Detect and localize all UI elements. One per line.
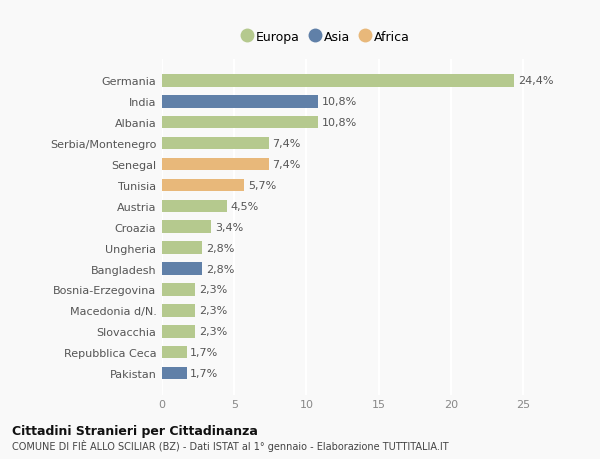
Text: 2,8%: 2,8% <box>206 264 235 274</box>
Bar <box>162 304 195 317</box>
Text: 7,4%: 7,4% <box>272 160 301 170</box>
Bar <box>162 200 227 213</box>
Bar <box>162 325 195 338</box>
Bar <box>162 242 202 254</box>
Bar <box>162 138 269 150</box>
Text: Cittadini Stranieri per Cittadinanza: Cittadini Stranieri per Cittadinanza <box>12 424 258 437</box>
Text: 7,4%: 7,4% <box>272 139 301 149</box>
Text: COMUNE DI FIÈ ALLO SCILIAR (BZ) - Dati ISTAT al 1° gennaio - Elaborazione TUTTIT: COMUNE DI FIÈ ALLO SCILIAR (BZ) - Dati I… <box>12 439 449 451</box>
Text: 2,8%: 2,8% <box>206 243 235 253</box>
Text: 24,4%: 24,4% <box>518 76 554 86</box>
Bar <box>162 117 318 129</box>
Bar <box>162 158 269 171</box>
Bar <box>162 367 187 380</box>
Bar <box>162 75 514 87</box>
Legend: Europa, Asia, Africa: Europa, Asia, Africa <box>237 26 415 49</box>
Bar <box>162 263 202 275</box>
Text: 2,3%: 2,3% <box>199 285 227 295</box>
Bar <box>162 96 318 108</box>
Text: 10,8%: 10,8% <box>322 118 357 128</box>
Bar <box>162 284 195 296</box>
Text: 5,7%: 5,7% <box>248 180 276 190</box>
Text: 4,5%: 4,5% <box>230 202 259 211</box>
Text: 2,3%: 2,3% <box>199 326 227 336</box>
Bar <box>162 346 187 358</box>
Bar <box>162 179 244 192</box>
Text: 1,7%: 1,7% <box>190 347 218 358</box>
Text: 3,4%: 3,4% <box>215 222 243 232</box>
Text: 1,7%: 1,7% <box>190 368 218 378</box>
Text: 10,8%: 10,8% <box>322 97 357 107</box>
Bar <box>162 221 211 234</box>
Text: 2,3%: 2,3% <box>199 306 227 316</box>
